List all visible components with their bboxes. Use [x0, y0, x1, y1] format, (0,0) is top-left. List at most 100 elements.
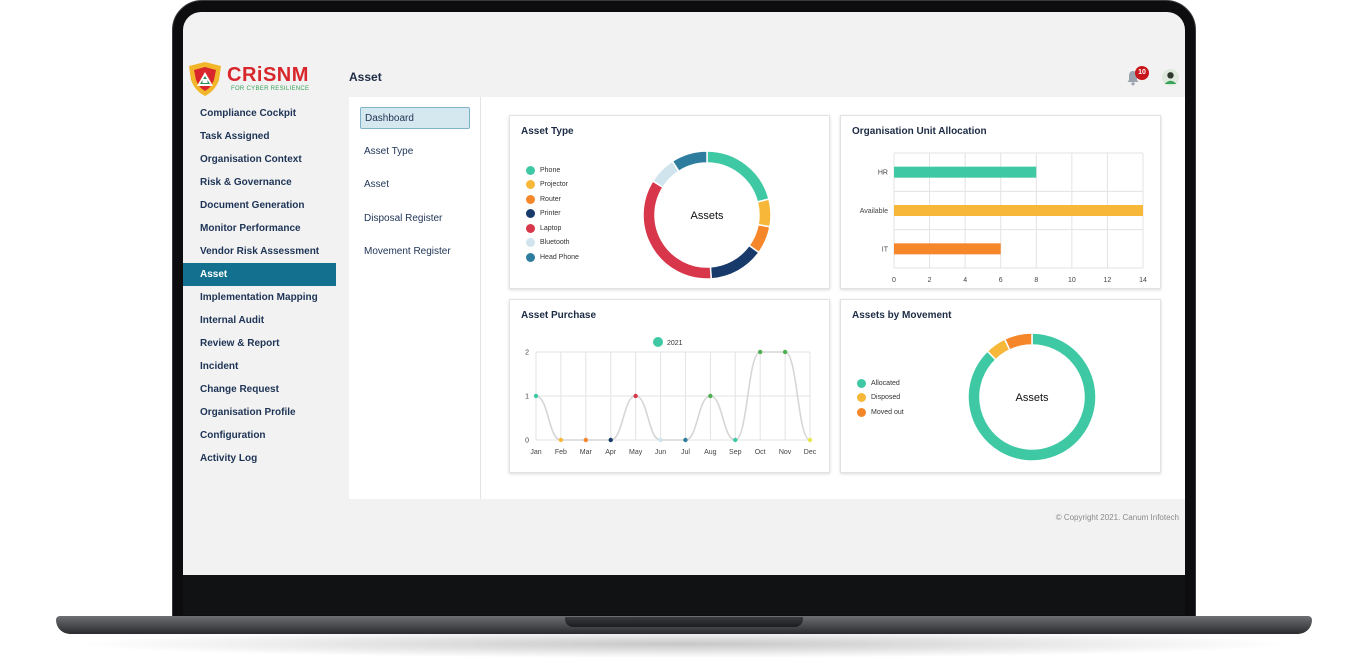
asset-type-legend-item[interactable]: Head Phone [526, 250, 579, 265]
asset-type-legend-item[interactable]: Bluetooth [526, 236, 579, 251]
legend-label: Phone [540, 166, 561, 174]
org-unit-bar-chart: 0 2 4 6 8 10 12 14 HR Available IT [860, 152, 1147, 284]
legend-label: Router [540, 195, 562, 203]
x-tick-label: Sep [729, 449, 742, 456]
submenu-item-asset[interactable]: Asset [364, 179, 390, 190]
donut-slice-head-phone[interactable] [671, 150, 708, 173]
legend-label: Disposed [871, 394, 901, 402]
asset-type-card: Asset Type Phone Projector Router Printer La… [509, 115, 830, 289]
page-title: Asset [349, 70, 382, 84]
movement-legend-item[interactable]: Allocated [857, 376, 904, 391]
sidebar-item-change-request[interactable]: Change Request [200, 384, 279, 395]
donut-slice-allocated[interactable] [967, 332, 1097, 462]
donut-slice-printer[interactable] [709, 244, 760, 280]
sidebar-item-monitor-performance[interactable]: Monitor Performance [200, 223, 301, 234]
submenu-item-dashboard[interactable]: Dashboard [360, 107, 470, 129]
sidebar-item-task-assigned[interactable]: Task Assigned [200, 131, 270, 142]
sidebar-item-activity-log[interactable]: Activity Log [200, 453, 258, 464]
sidebar-item-vendor-risk-assessment[interactable]: Vendor Risk Assessment [200, 246, 320, 257]
sidebar-item-document-generation[interactable]: Document Generation [200, 200, 305, 211]
main-content: Dashboard Asset Type Asset Disposal Registe… [349, 97, 1185, 499]
legend-swatch [526, 223, 535, 233]
legend-label: Bluetooth [540, 239, 570, 247]
data-point-dec[interactable] [807, 437, 813, 443]
laptop-chin [183, 575, 1185, 615]
sidebar-item-organisation-context[interactable]: Organisation Context [200, 154, 302, 165]
movement-legend-item[interactable]: Disposed [857, 391, 904, 406]
asset-type-legend-item[interactable]: Printer [526, 207, 579, 222]
asset-type-title: Asset Type [521, 126, 574, 137]
bar-it[interactable] [894, 243, 1001, 255]
donut-slice-phone[interactable] [706, 150, 770, 203]
legend-swatch [526, 194, 535, 204]
y-category-label: IT [882, 246, 889, 253]
movement-legend-item[interactable]: Moved out [857, 405, 904, 420]
sidebar-item-organisation-profile[interactable]: Organisation Profile [200, 407, 296, 418]
asset-type-legend-item[interactable]: Router [526, 192, 579, 207]
legend-label: Allocated [871, 379, 900, 387]
laptop-shadow [70, 630, 1296, 658]
asset-type-legend: Phone Projector Router Printer Laptop Bluetoo… [526, 163, 579, 265]
movement-legend: Allocated Disposed Moved out [857, 376, 904, 420]
brand-logo[interactable]: CRiSNM FOR CYBER RESILIENCE [187, 62, 317, 98]
x-tick-label: 2 [928, 277, 932, 284]
submenu-item-disposal-register[interactable]: Disposal Register [364, 213, 443, 224]
bar-hr[interactable] [894, 166, 1037, 178]
submenu-item-asset-type[interactable]: Asset Type [364, 146, 414, 157]
sidebar-item-implementation-mapping[interactable]: Implementation Mapping [200, 292, 318, 303]
asset-type-legend-item[interactable]: Projector [526, 178, 579, 193]
donut-center-label: Assets [690, 210, 724, 222]
x-tick-label: Feb [555, 449, 567, 456]
sidebar-nav: Compliance Cockpit Task Assigned Organisat… [183, 102, 336, 470]
bar-available[interactable] [894, 205, 1143, 216]
x-tick-label: Nov [779, 449, 792, 456]
notification-badge: 10 [1135, 66, 1149, 80]
x-tick-label: 4 [963, 277, 967, 284]
asset-type-legend-item[interactable]: Phone [526, 163, 579, 178]
donut-slice-moved-out[interactable] [1003, 332, 1033, 351]
user-avatar[interactable] [1162, 69, 1179, 86]
laptop-notch [565, 617, 803, 627]
sidebar-item-asset[interactable]: Asset [183, 263, 336, 286]
data-point-sep[interactable] [733, 437, 738, 443]
brand-tagline: FOR CYBER RESILIENCE [231, 86, 310, 92]
movement-card: Assets by Movement Allocated Disposed Move… [840, 299, 1161, 473]
submenu-item-movement-register[interactable]: Movement Register [364, 246, 451, 257]
data-point-mar[interactable] [583, 437, 589, 443]
legend-label: Laptop [540, 224, 562, 232]
legend-swatch [526, 252, 535, 262]
x-tick-label: 6 [999, 277, 1003, 284]
sidebar-item-incident[interactable]: Incident [200, 361, 239, 372]
legend-swatch [857, 407, 866, 417]
movement-title: Assets by Movement [852, 310, 952, 321]
data-point-aug[interactable] [708, 393, 713, 399]
y-tick-label: 1 [525, 394, 529, 401]
data-point-feb[interactable] [558, 437, 564, 443]
data-point-jun[interactable] [658, 437, 663, 443]
data-point-may[interactable] [633, 393, 638, 399]
x-tick-label: Aug [704, 449, 717, 456]
y-category-label: HR [878, 170, 888, 177]
donut-slice-projector[interactable] [756, 198, 772, 228]
data-point-jul[interactable] [683, 437, 688, 443]
data-point-jan[interactable] [533, 393, 539, 399]
sidebar-item-review-report[interactable]: Review & Report [200, 338, 280, 349]
data-point-nov[interactable] [782, 349, 788, 355]
x-tick-label: Jun [655, 449, 666, 456]
donut-slice-laptop[interactable] [642, 179, 713, 280]
asset-type-donut-chart: Assets [642, 150, 772, 280]
data-point-apr[interactable] [608, 437, 613, 443]
org-unit-card: Organisation Unit Allocation 0 2 4 6 8 10 12 14… [840, 115, 1161, 289]
sidebar-item-internal-audit[interactable]: Internal Audit [200, 315, 265, 326]
legend-swatch [857, 378, 866, 388]
asset-type-legend-item[interactable]: Laptop [526, 221, 579, 236]
sidebar-item-configuration[interactable]: Configuration [200, 430, 266, 441]
data-point-oct[interactable] [757, 349, 763, 355]
asset-submenu: Dashboard Asset Type Asset Disposal Registe… [349, 97, 481, 499]
copyright-footer: © Copyright 2021. Canum Infotech [1055, 513, 1179, 522]
sidebar-item-compliance-cockpit[interactable]: Compliance Cockpit [200, 108, 297, 119]
sidebar-item-risk-governance[interactable]: Risk & Governance [200, 177, 292, 188]
x-tick-label: 8 [1034, 277, 1038, 284]
asset-purchase-title: Asset Purchase [521, 310, 597, 321]
y-category-label: Available [860, 208, 888, 215]
